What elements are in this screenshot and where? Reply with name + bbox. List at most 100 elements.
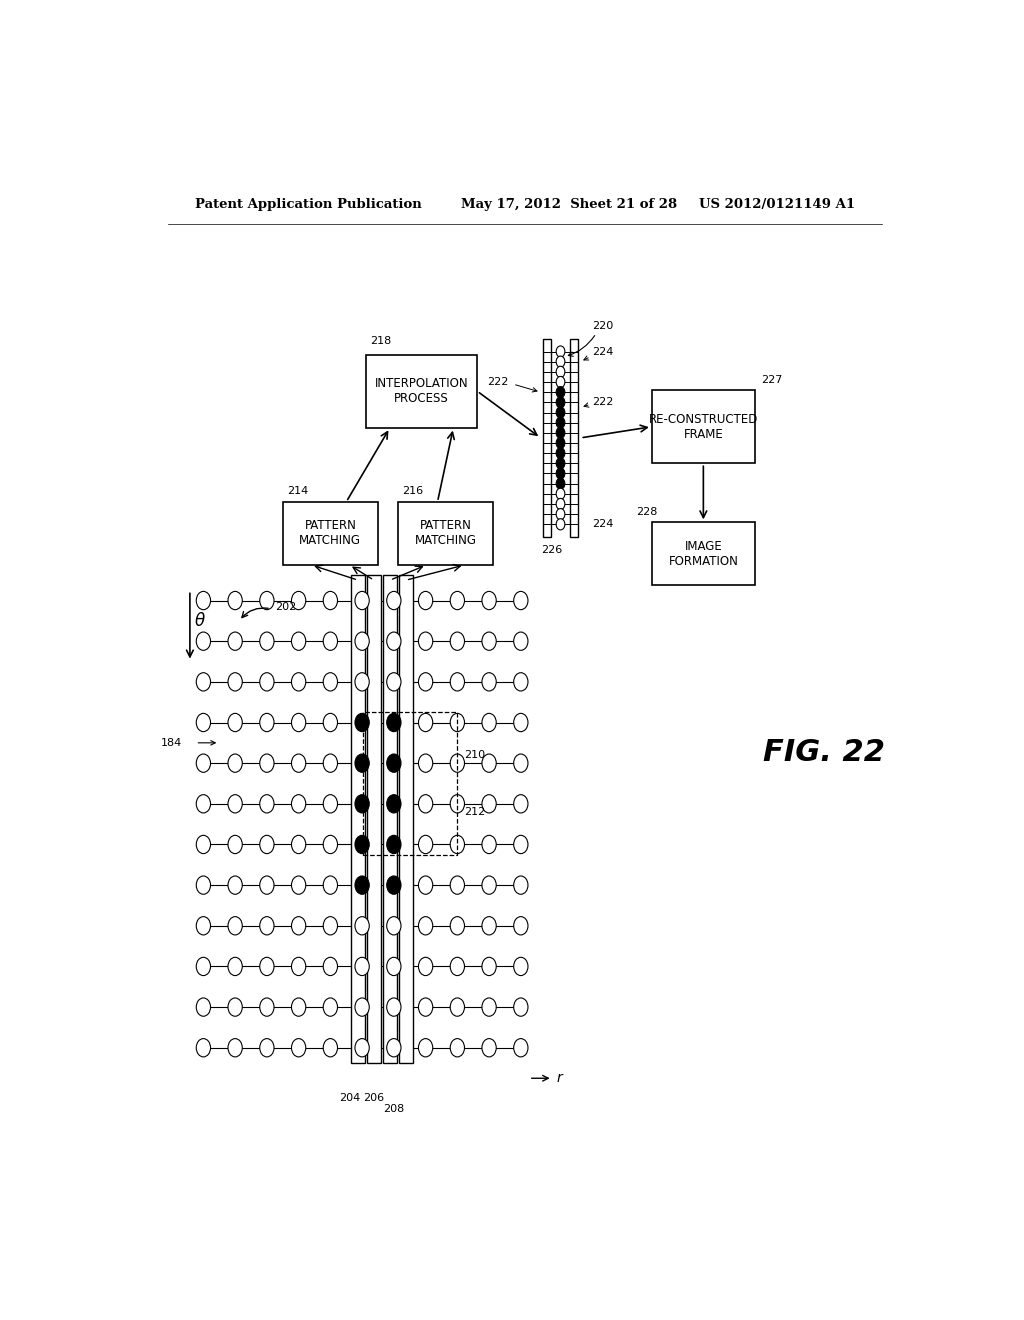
Circle shape [228, 916, 243, 935]
Circle shape [451, 1039, 465, 1057]
Circle shape [292, 916, 306, 935]
Text: 210: 210 [465, 750, 485, 760]
Circle shape [514, 836, 528, 854]
Text: 228: 228 [636, 507, 657, 517]
Circle shape [419, 836, 433, 854]
Text: 214: 214 [287, 486, 308, 496]
Circle shape [355, 591, 370, 610]
Bar [397, 502, 494, 565]
Circle shape [292, 876, 306, 894]
Circle shape [228, 673, 243, 690]
Circle shape [387, 1039, 401, 1057]
Circle shape [556, 417, 565, 428]
Circle shape [355, 632, 370, 651]
Circle shape [260, 1039, 274, 1057]
Text: 206: 206 [364, 1093, 385, 1104]
Circle shape [260, 957, 274, 975]
Text: 212: 212 [465, 807, 485, 817]
Circle shape [387, 916, 401, 935]
Circle shape [324, 998, 338, 1016]
Circle shape [355, 1039, 370, 1057]
Circle shape [556, 428, 565, 438]
Circle shape [228, 754, 243, 772]
Bar [383, 576, 397, 1063]
Circle shape [387, 632, 401, 651]
Text: r: r [557, 1072, 562, 1085]
Bar [283, 502, 378, 565]
Circle shape [324, 957, 338, 975]
Circle shape [260, 876, 274, 894]
Text: RE-CONSTRUCTED
FRAME: RE-CONSTRUCTED FRAME [648, 413, 758, 441]
Circle shape [482, 957, 497, 975]
Bar [398, 576, 413, 1063]
Circle shape [482, 795, 497, 813]
Circle shape [451, 632, 465, 651]
Circle shape [292, 998, 306, 1016]
Circle shape [556, 478, 565, 490]
Circle shape [387, 957, 401, 975]
Circle shape [292, 673, 306, 690]
Circle shape [387, 836, 401, 854]
Circle shape [556, 356, 565, 367]
Circle shape [292, 795, 306, 813]
Circle shape [482, 713, 497, 731]
Circle shape [482, 1039, 497, 1057]
Circle shape [514, 754, 528, 772]
Circle shape [387, 591, 401, 610]
Text: US 2012/0121149 A1: US 2012/0121149 A1 [699, 198, 855, 211]
Circle shape [228, 795, 243, 813]
Circle shape [451, 998, 465, 1016]
Circle shape [197, 754, 211, 772]
Bar [652, 391, 755, 463]
Circle shape [419, 957, 433, 975]
Circle shape [451, 916, 465, 935]
Circle shape [482, 998, 497, 1016]
Circle shape [419, 795, 433, 813]
Text: 204: 204 [340, 1093, 360, 1104]
Circle shape [556, 376, 565, 388]
Circle shape [197, 957, 211, 975]
Circle shape [482, 591, 497, 610]
Circle shape [324, 1039, 338, 1057]
Circle shape [556, 458, 565, 469]
Circle shape [451, 754, 465, 772]
Circle shape [556, 437, 565, 449]
Circle shape [355, 836, 370, 854]
Circle shape [324, 632, 338, 651]
Circle shape [324, 876, 338, 894]
Circle shape [292, 836, 306, 854]
Circle shape [197, 876, 211, 894]
Circle shape [324, 673, 338, 690]
Text: 222: 222 [592, 397, 613, 408]
Circle shape [260, 795, 274, 813]
Text: May 17, 2012  Sheet 21 of 28: May 17, 2012 Sheet 21 of 28 [461, 198, 678, 211]
Circle shape [419, 1039, 433, 1057]
Circle shape [482, 876, 497, 894]
Circle shape [324, 795, 338, 813]
Circle shape [482, 836, 497, 854]
Bar [652, 523, 755, 585]
Circle shape [419, 591, 433, 610]
Circle shape [260, 754, 274, 772]
Circle shape [556, 508, 565, 520]
Circle shape [324, 754, 338, 772]
Text: INTERPOLATION
PROCESS: INTERPOLATION PROCESS [375, 378, 468, 405]
Circle shape [260, 632, 274, 651]
Circle shape [228, 1039, 243, 1057]
Circle shape [514, 957, 528, 975]
Circle shape [482, 632, 497, 651]
Text: Patent Application Publication: Patent Application Publication [196, 198, 422, 211]
Text: 184: 184 [161, 738, 182, 748]
Circle shape [324, 591, 338, 610]
Circle shape [556, 447, 565, 459]
Circle shape [419, 876, 433, 894]
Circle shape [228, 998, 243, 1016]
Circle shape [419, 998, 433, 1016]
Bar [543, 339, 551, 536]
Circle shape [451, 795, 465, 813]
Circle shape [451, 673, 465, 690]
Circle shape [292, 1039, 306, 1057]
Circle shape [451, 957, 465, 975]
Circle shape [197, 591, 211, 610]
Text: 218: 218 [370, 337, 391, 346]
